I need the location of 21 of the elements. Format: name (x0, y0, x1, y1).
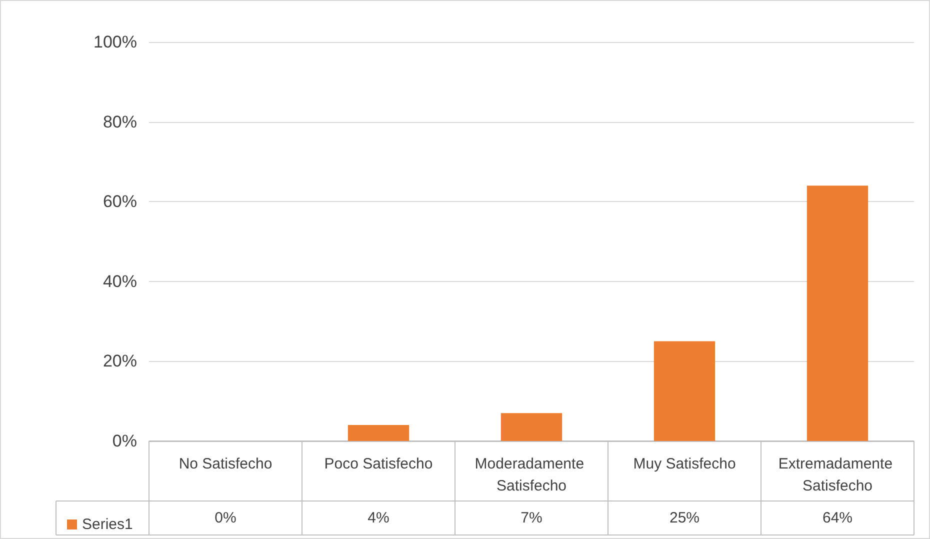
x-tick-label: Extremadamente Satisfecho (778, 456, 897, 494)
bar (654, 341, 716, 441)
x-tick-label: Moderadamente Satisfecho (474, 456, 588, 494)
data-label: 25% (669, 510, 700, 526)
bar (806, 186, 868, 441)
data-label: 0% (214, 510, 236, 526)
data-label: 4% (368, 510, 390, 526)
bar (348, 425, 410, 441)
y-tick-label: 0% (112, 432, 137, 450)
y-tick-label: 60% (102, 192, 137, 212)
legend-label: Series1 (82, 516, 133, 533)
y-tick-label: 40% (102, 272, 137, 291)
x-tick-label: Poco Satisfecho (324, 456, 433, 472)
y-tick-label: 20% (102, 352, 137, 371)
x-tick-label: Muy Satisfecho (633, 456, 736, 472)
x-tick-label: No Satisfecho (178, 456, 272, 472)
bar (500, 413, 562, 441)
y-tick-label: 100% (94, 32, 137, 52)
data-label: 64% (822, 510, 853, 526)
data-label: 7% (520, 510, 542, 526)
y-tick-label: 80% (102, 112, 137, 132)
